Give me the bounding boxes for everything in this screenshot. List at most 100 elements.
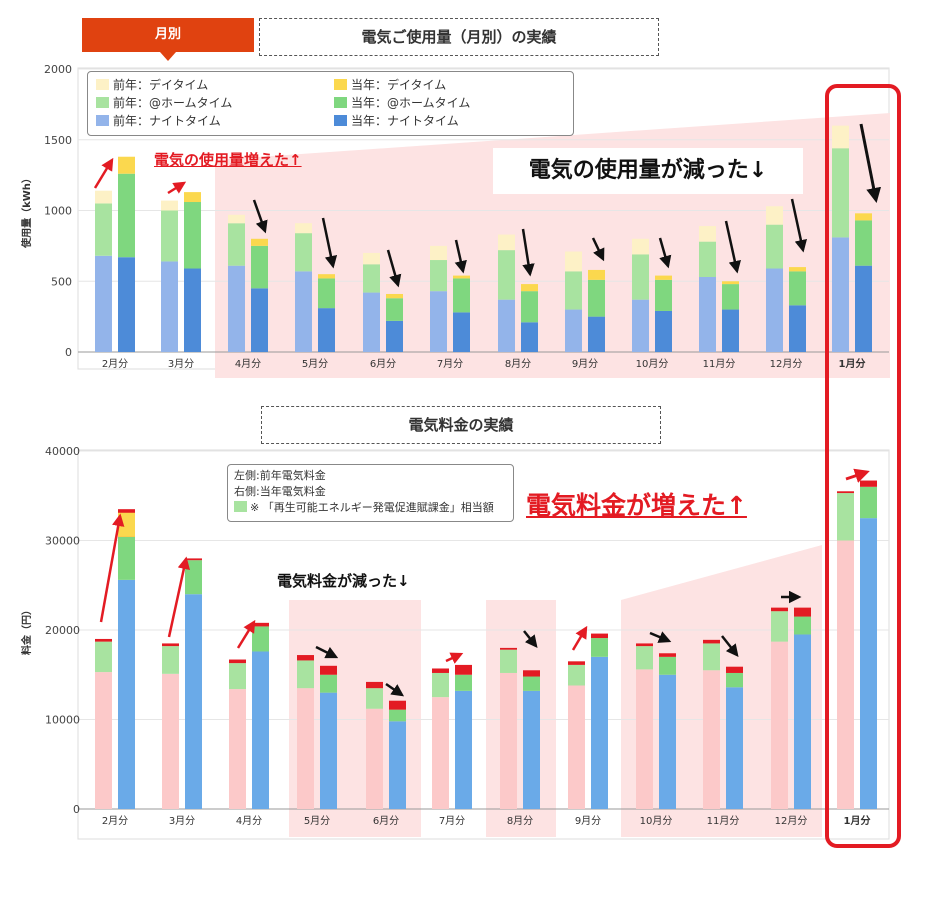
x-tick-label: 9月分: [572, 358, 598, 370]
bar-segment: [228, 214, 245, 224]
legend-label: 当年：@ホームタイム: [351, 96, 471, 110]
legend-item: 当年：@ホームタイム: [334, 95, 470, 111]
bar-segment: [855, 220, 872, 266]
bar-segment: [252, 651, 269, 809]
monthly-tab[interactable]: 月別: [82, 18, 254, 52]
cost-legend-left-note: 左側:前年電気料金: [234, 469, 326, 482]
legend-label: 当年：ナイトタイム: [351, 114, 459, 128]
bar-segment: [366, 681, 383, 689]
usage-decrease-arrow-dec: [790, 198, 808, 253]
legend-swatch: [334, 97, 347, 108]
x-tick-label: 8月分: [505, 358, 531, 370]
bar-segment: [591, 638, 608, 657]
bar-segment: [389, 709, 406, 722]
bar-segment: [386, 293, 403, 299]
bar-segment: [95, 638, 112, 642]
y-tick-label: 2000: [44, 63, 72, 76]
cost-legend-item: ※ 「再生可能エネルギー発電促進賦課金」相当額: [234, 500, 507, 516]
trend-arrows: [93, 123, 882, 697]
bar-segment: [521, 322, 538, 352]
x-tick-label: 11月分: [707, 815, 740, 827]
cost-increase-arrow-jul: [445, 652, 464, 664]
bar-segment: [95, 255, 112, 352]
bar-segment: [591, 633, 608, 639]
cost-increase-arrow-mar: [167, 556, 190, 638]
bar-segment: [636, 643, 653, 647]
cost-decrease-region-aug: [486, 600, 556, 837]
bar-segment: [766, 224, 783, 269]
bar-segment: [523, 676, 540, 691]
x-tick-label: 1月分: [844, 814, 871, 827]
x-tick-label: 8月分: [507, 815, 533, 827]
usage-decrease-arrow-sep: [591, 237, 605, 262]
bar-segment: [386, 320, 403, 352]
x-tick-label: 12月分: [770, 358, 803, 370]
bar-segment: [837, 540, 854, 809]
usage-decrease-arrow-jan: [859, 123, 882, 203]
legend-label: 前年：デイタイム: [113, 78, 209, 92]
bar-segment: [389, 721, 406, 809]
tab-pointer: [160, 52, 176, 61]
usage-decrease-arrow-oct: [658, 237, 672, 269]
bar-segment: [252, 622, 269, 627]
usage-chart: 0 500 1000 1500 2000 使用量（kWh） 2月分 3月分 4月分 5月分 6月分 7…: [20, 63, 889, 370]
bar-segment: [722, 309, 739, 352]
y-tick-label: 0: [73, 803, 80, 816]
bar-segment: [430, 291, 447, 352]
cost-increase-arrow-feb: [99, 513, 125, 623]
bar-segment: [632, 254, 649, 300]
bar-segment: [832, 148, 849, 238]
bar-segment: [229, 663, 246, 690]
bar-segment: [297, 655, 314, 661]
bar-segment: [320, 665, 337, 675]
bar-segment: [161, 200, 178, 211]
bar-segment: [498, 250, 515, 300]
bar-segment: [632, 238, 649, 255]
bar-segment: [523, 670, 540, 677]
bar-segment: [565, 309, 582, 352]
cost-decrease-annotation: 電気料金が減った↓: [277, 572, 410, 590]
bar-segment: [703, 643, 720, 671]
legend-swatch: [334, 79, 347, 90]
bar-segment: [161, 210, 178, 262]
x-tick-label: 5月分: [302, 358, 328, 370]
bar-segment: [252, 626, 269, 652]
bar-segment: [703, 639, 720, 644]
bar-segment: [860, 480, 877, 487]
bar-segment: [632, 299, 649, 352]
bar-segment: [568, 664, 585, 686]
bar-segment: [855, 213, 872, 221]
bar-segment: [703, 670, 720, 809]
usage-decrease-annotation: 電気の使用量が減った↓: [493, 148, 803, 194]
bar-segment: [162, 646, 179, 674]
cost-increase-annotation: 電気料金が増えた↑: [526, 491, 747, 520]
cost-increase-arrow-jan: [845, 468, 870, 483]
usage-increase-arrow-feb: [93, 157, 114, 189]
bar-segment: [251, 245, 268, 289]
bar-segment: [297, 660, 314, 689]
legend-item: 前年：ナイトタイム: [96, 113, 221, 129]
bar-segment: [726, 687, 743, 809]
bar-segment: [659, 656, 676, 675]
bar-segment: [295, 223, 312, 234]
january-highlight-frame: [825, 84, 901, 848]
bar-segment: [837, 491, 854, 494]
cost-decrease-arrow-jun: [385, 682, 405, 697]
bar-segment: [766, 206, 783, 225]
bar-segment: [794, 634, 811, 809]
bar-segment: [184, 268, 201, 352]
bar-segment: [118, 156, 135, 174]
bar-segment: [722, 281, 739, 285]
x-tick-label: 2月分: [102, 815, 128, 827]
cost-decrease-arrow-may: [315, 645, 339, 659]
legend-label: 前年：@ホームタイム: [113, 96, 233, 110]
bar-segment: [636, 646, 653, 670]
bar-segment: [95, 641, 112, 673]
bar-segment: [789, 305, 806, 352]
usage-decrease-arrow-nov: [724, 220, 741, 274]
bar-segment: [430, 260, 447, 292]
bar-segment: [794, 616, 811, 635]
bar-segment: [118, 536, 135, 580]
x-tick-label: 9月分: [575, 815, 601, 827]
